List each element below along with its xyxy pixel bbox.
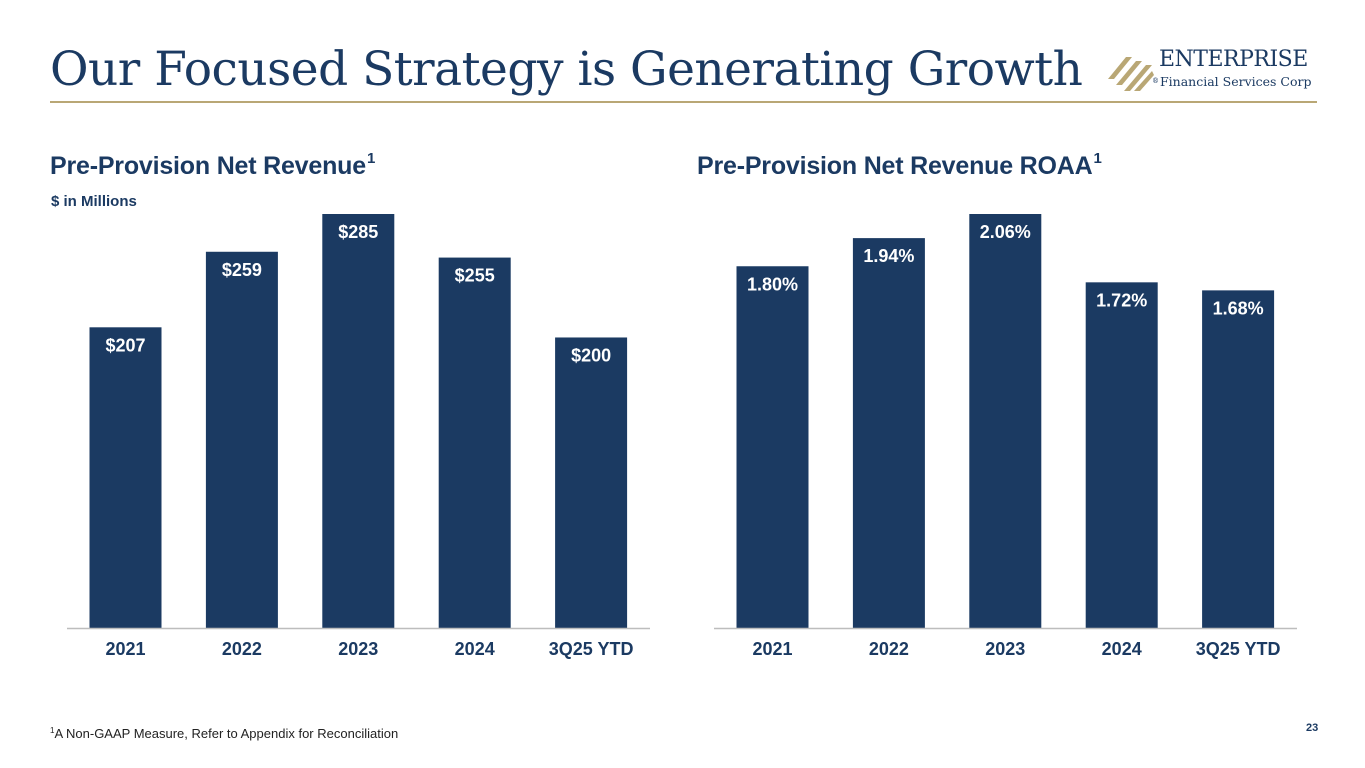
ppnr-roaa-x-tick-label: 2023 xyxy=(985,639,1025,659)
ppnr-bar xyxy=(89,327,162,628)
ppnr-roaa-bar xyxy=(852,238,925,628)
ppnr-roaa-bar xyxy=(1202,290,1275,628)
title-divider xyxy=(50,101,1317,103)
ppnr-roaa-data-label: 2.06% xyxy=(980,222,1031,242)
ppnr-chart-title-text: Pre-Provision Net Revenue xyxy=(50,152,366,180)
footnote-text: A Non-GAAP Measure, Refer to Appendix fo… xyxy=(54,726,399,741)
ppnr-x-tick-label: 2024 xyxy=(455,639,495,659)
ppnr-bar xyxy=(438,257,511,628)
page-title: Our Focused Strategy is Generating Growt… xyxy=(50,42,1083,97)
ppnr-data-label: $285 xyxy=(338,222,378,242)
enterprise-logo-icon xyxy=(1108,57,1154,91)
ppnr-data-label: $255 xyxy=(455,266,495,286)
ppnr-roaa-data-label: 1.80% xyxy=(747,274,798,294)
ppnr-roaa-chart-title-text: Pre-Provision Net Revenue ROAA xyxy=(697,152,1093,180)
ppnr-data-label: $207 xyxy=(105,335,145,355)
ppnr-bar xyxy=(322,214,395,628)
ppnr-roaa-data-label: 1.68% xyxy=(1213,298,1264,318)
ppnr-chart-title: Pre-Provision Net Revenue1 xyxy=(50,150,375,181)
ppnr-roaa-bar-chart: 1.80% 2021 1.94% 2022 2.06% 2023 1.72% 2024 1.68… xyxy=(714,214,1297,659)
ppnr-roaa-x-tick-label: 2022 xyxy=(869,639,909,659)
ppnr-bar xyxy=(205,251,278,628)
page-number: 23 xyxy=(1306,722,1319,734)
logo-subtitle-text: Financial Services Corp xyxy=(1160,74,1312,89)
ppnr-roaa-data-label: 1.94% xyxy=(863,246,914,266)
ppnr-roaa-data-label: 1.72% xyxy=(1096,290,1147,310)
ppnr-x-tick-label: 2021 xyxy=(105,639,145,659)
ppnr-roaa-chart-title: Pre-Provision Net Revenue ROAA1 xyxy=(697,150,1102,181)
logo-wordmark: ENTERPRISE xyxy=(1159,47,1308,72)
logo-subtitle: ®Financial Services Corp xyxy=(1152,74,1312,89)
ppnr-units-label: $ in Millions xyxy=(51,193,137,210)
ppnr-footnote-marker: 1 xyxy=(366,150,376,167)
ppnr-x-tick-label: 3Q25 YTD xyxy=(549,639,634,659)
ppnr-x-tick-label: 2022 xyxy=(222,639,262,659)
footnote-marker: 1 xyxy=(50,726,55,735)
footnote: 1A Non-GAAP Measure, Refer to Appendix f… xyxy=(50,726,398,741)
ppnr-roaa-bar xyxy=(1085,282,1158,628)
ppnr-roaa-x-tick-label: 3Q25 YTD xyxy=(1196,639,1281,659)
ppnr-data-label: $200 xyxy=(571,345,611,365)
company-logo: ENTERPRISE ®Financial Services Corp xyxy=(1106,47,1321,95)
ppnr-bar-chart: $207 2021 $259 2022 $285 2023 $255 2024 $200 3Q25… xyxy=(67,214,650,659)
registered-mark: ® xyxy=(1152,77,1159,85)
ppnr-roaa-x-tick-label: 2024 xyxy=(1102,639,1142,659)
ppnr-data-label: $259 xyxy=(222,260,262,280)
ppnr-roaa-bar xyxy=(736,266,809,628)
ppnr-bar xyxy=(555,337,628,628)
ppnr-roaa-x-tick-label: 2021 xyxy=(752,639,792,659)
ppnr-roaa-footnote-marker: 1 xyxy=(1093,150,1102,167)
ppnr-x-tick-label: 2023 xyxy=(338,639,378,659)
ppnr-roaa-bar xyxy=(969,214,1042,628)
